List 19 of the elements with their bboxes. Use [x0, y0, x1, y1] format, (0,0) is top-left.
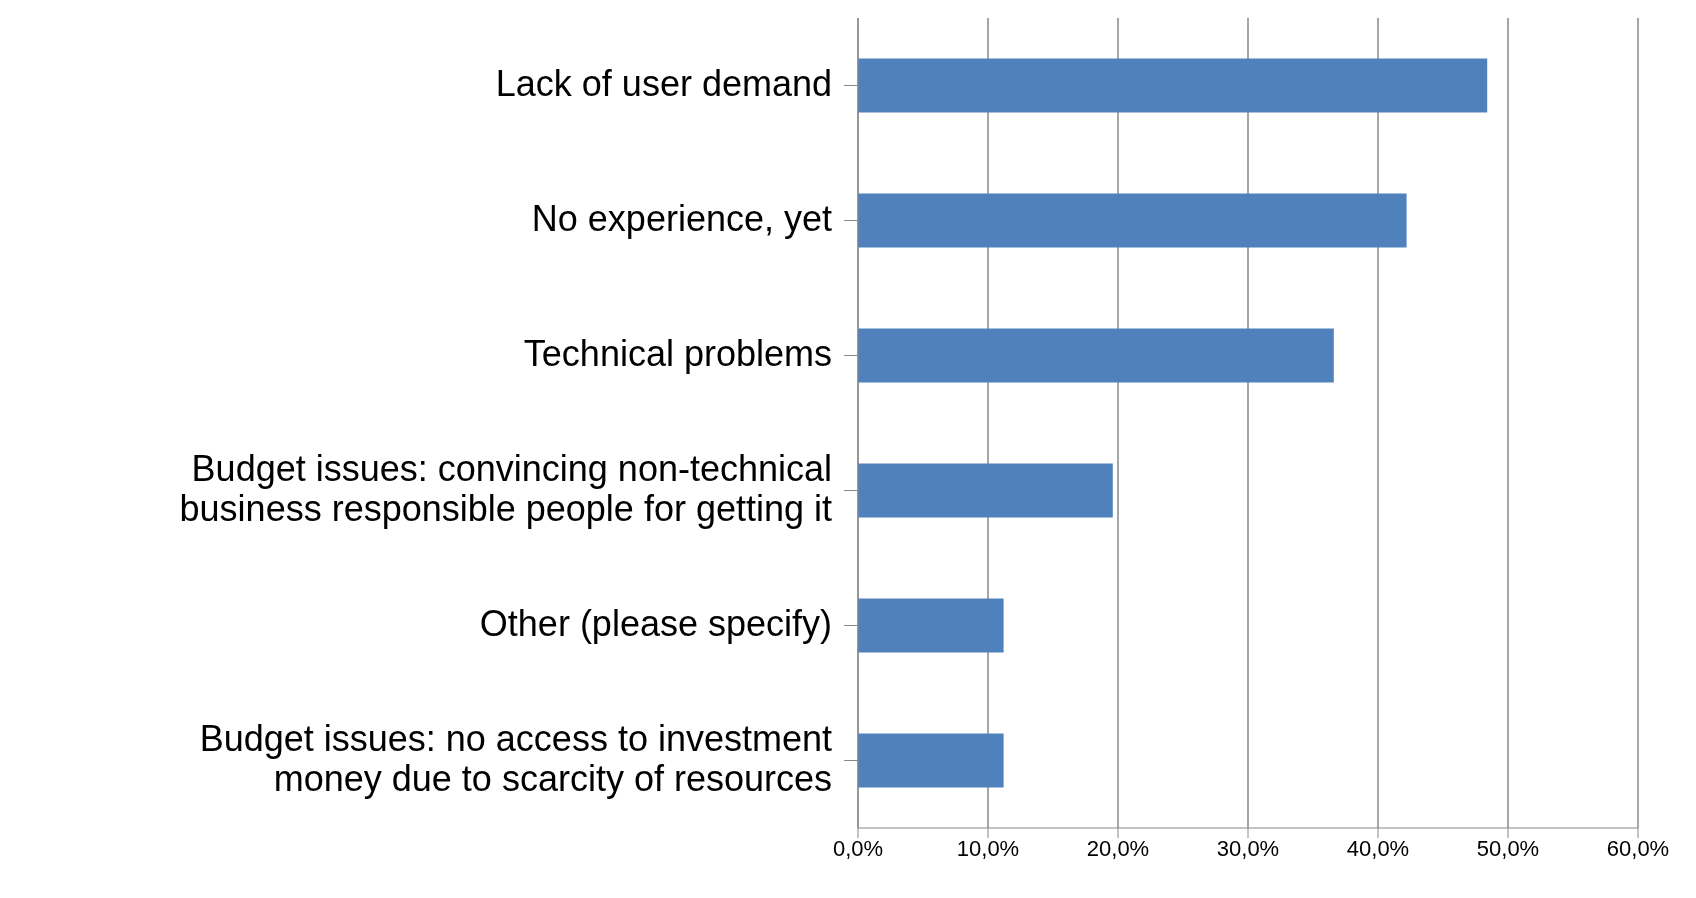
bar — [858, 463, 1113, 518]
x-tick-label: 60,0% — [1606, 835, 1670, 861]
bar — [858, 598, 1004, 653]
x-tick-label: 20,0% — [1086, 835, 1150, 861]
y-tick-label: Budget issues: no access to investment money due to scarcity of resources — [199, 717, 832, 799]
x-tick-label: 0,0% — [832, 835, 884, 861]
y-tick-label: Lack of user demand — [495, 62, 832, 104]
x-tick-label: 10,0% — [956, 835, 1020, 861]
y-tick-label: No experience, yet — [531, 197, 832, 239]
bar — [858, 58, 1488, 113]
x-tick-label: 40,0% — [1346, 835, 1410, 861]
x-tick-label: 50,0% — [1476, 835, 1540, 861]
bar — [858, 193, 1407, 248]
y-tick-label: Technical problems — [523, 332, 832, 374]
y-tick-label: Budget issues: convincing non-technical business responsible people for getting it — [179, 447, 832, 529]
x-tick-label: 30,0% — [1216, 835, 1280, 861]
y-tick-label: Other (please specify) — [479, 602, 832, 644]
bar — [858, 328, 1334, 383]
bar — [858, 733, 1004, 788]
